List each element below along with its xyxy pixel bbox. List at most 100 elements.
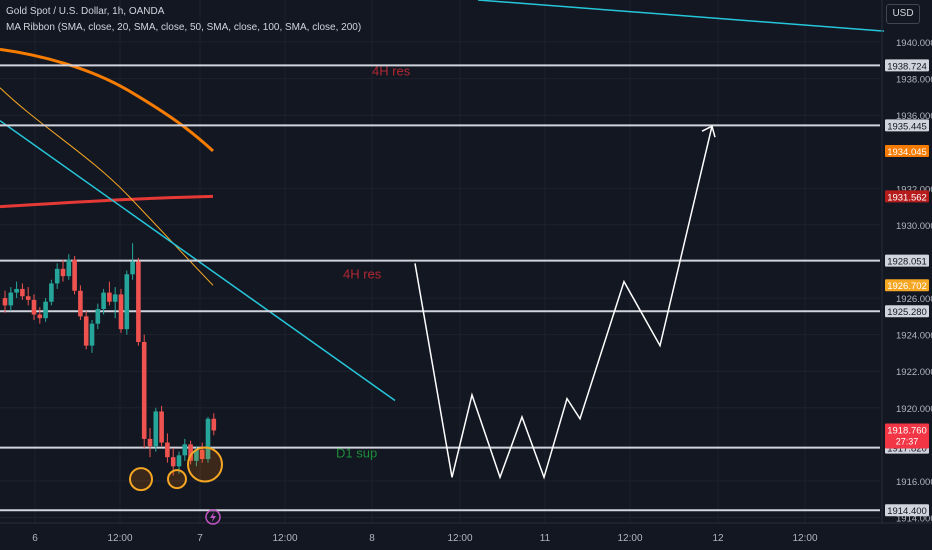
- candle-body: [8, 292, 14, 306]
- candle-body: [141, 341, 147, 439]
- candle-body: [66, 259, 72, 277]
- price-axis-tick: 1940.000: [896, 38, 932, 49]
- level-price-text: 1928.051: [887, 257, 927, 268]
- candle-body: [170, 457, 176, 467]
- candle-body: [165, 442, 170, 458]
- time-axis[interactable]: 6 12:00 7 12:00 8 12:00 11 12:00 12 12:00: [0, 522, 932, 544]
- candle-body: [72, 259, 77, 291]
- candle-body: [159, 411, 164, 443]
- time-axis-tick: 11: [540, 533, 551, 544]
- candle-body: [205, 418, 211, 459]
- time-axis-tick: 12:00: [792, 533, 817, 544]
- candle-body: [118, 294, 124, 330]
- ma-price-badge[interactable]: [885, 144, 929, 157]
- candle-body: [95, 309, 101, 324]
- price-axis-tick: 1930.000: [896, 221, 932, 232]
- circle-marker: [129, 467, 153, 492]
- annotation-support: D1 sup: [336, 446, 377, 461]
- candle-body: [188, 444, 193, 461]
- level-annotations: 4H res 4H res D1 sup: [336, 63, 411, 460]
- time-axis-tick: 8: [369, 533, 375, 544]
- horizontal-levels[interactable]: [0, 64, 880, 512]
- candle-body: [49, 283, 54, 302]
- time-axis-tick: 12:00: [272, 533, 297, 544]
- price-axis-tick: 1936.000: [896, 111, 932, 122]
- price-axis-tick: 1920.000: [896, 404, 932, 415]
- candle-body: [78, 290, 83, 317]
- time-axis-tick: 6: [32, 533, 38, 544]
- candle-body: [14, 288, 19, 293]
- time-axis-tick: 12: [712, 533, 724, 544]
- sma-200-line: [0, 194, 214, 209]
- candle-body: [60, 268, 66, 277]
- time-axis-tick: 12:00: [107, 533, 132, 544]
- projection-path[interactable]: [414, 125, 716, 480]
- level-price-badge[interactable]: [885, 254, 929, 267]
- time-axis-tick: 7: [197, 533, 203, 544]
- level-price-text: 1925.280: [887, 307, 927, 318]
- candle-body: [176, 455, 182, 467]
- time-axis-tick: 12:00: [447, 533, 472, 544]
- annotation-resistance: 4H res: [372, 63, 411, 78]
- candle-body: [182, 444, 188, 456]
- sma-20-line: [0, 87, 214, 286]
- candle-body: [107, 292, 112, 302]
- lightning-bolt: [210, 512, 216, 522]
- candle-body: [199, 449, 205, 459]
- event-marker[interactable]: [205, 509, 221, 525]
- projection-arrowhead: [701, 125, 716, 138]
- level-price-badge[interactable]: [885, 59, 929, 72]
- currency-button[interactable]: USD: [886, 4, 920, 24]
- price-axis-tick: 1924.000: [896, 331, 932, 342]
- candle-body: [25, 296, 31, 300]
- annotation-resistance: 4H res: [343, 266, 382, 281]
- candle-body: [211, 418, 217, 431]
- level-price-badge[interactable]: [885, 504, 929, 517]
- candle-body: [20, 288, 25, 297]
- price-axis-tick: 1938.000: [896, 75, 932, 86]
- candle-body: [136, 261, 141, 342]
- level-price-badge[interactable]: [885, 305, 929, 318]
- candle-body: [124, 274, 130, 330]
- current-price-badge[interactable]: [885, 423, 929, 449]
- price-axis-tick: 1926.000: [896, 294, 932, 305]
- chart-grid: [0, 0, 880, 523]
- ma-price-text: 1926.702: [887, 281, 927, 292]
- level-price-badge[interactable]: [885, 119, 929, 132]
- sma-50-line: [0, 47, 215, 153]
- circle-marker: [187, 446, 223, 483]
- level-price-text: 1914.400: [887, 506, 927, 517]
- price-axis-tick: 1922.000: [896, 367, 932, 378]
- price-axis-tick: 1932.000: [896, 184, 932, 195]
- time-axis-tick: 12:00: [617, 533, 642, 544]
- price-axis[interactable]: 1940.000 1938.000 1936.000 1932.000 1930.000…: [881, 0, 932, 525]
- chart-title: Gold Spot / U.S. Dollar, 1h, OANDA: [6, 6, 165, 17]
- countdown-text: 27:37: [896, 436, 919, 446]
- moving-averages: [0, 47, 215, 286]
- candle-body: [31, 299, 37, 315]
- trend-line-upper[interactable]: [477, 0, 885, 32]
- price-axis-tick: 1914.000: [896, 514, 932, 525]
- lightning-icon[interactable]: [205, 509, 221, 525]
- ma-price-badge[interactable]: [885, 279, 929, 292]
- ma-price-text: 1934.045: [887, 147, 927, 158]
- candle-body: [101, 292, 106, 310]
- current-price-text: 1918.760: [887, 425, 927, 436]
- candle-body: [43, 301, 48, 319]
- ma-price-badge[interactable]: [885, 190, 929, 203]
- candle-body: [54, 268, 60, 284]
- circle-markers: [129, 446, 223, 492]
- candle-body: [89, 323, 95, 346]
- circle-marker: [167, 469, 187, 490]
- candle-body: [153, 411, 159, 447]
- candle-body: [37, 314, 43, 319]
- level-price-text: 1935.445: [887, 121, 927, 132]
- candle-body: [83, 316, 89, 346]
- ma-price-text: 1931.562: [887, 192, 927, 203]
- indicator-legend[interactable]: MA Ribbon (SMA, close, 20, SMA, close, 5…: [6, 22, 362, 33]
- candle-body: [112, 294, 118, 302]
- candle-body: [147, 438, 153, 447]
- projection-line[interactable]: [414, 126, 713, 480]
- price-axis-tick: 1916.000: [896, 477, 932, 488]
